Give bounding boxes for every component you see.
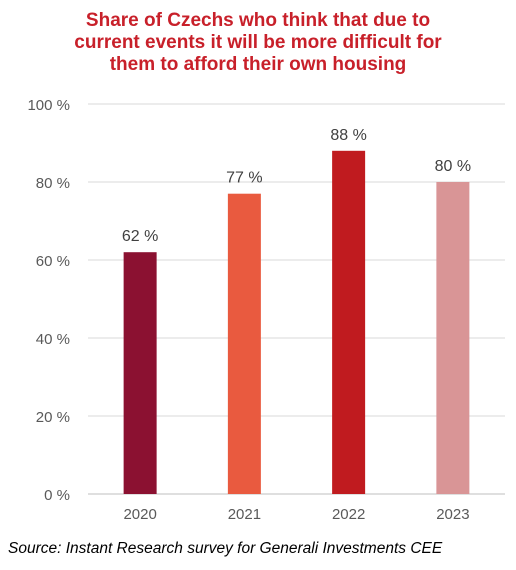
x-tick-label: 2020: [123, 506, 156, 523]
y-tick-label: 40 %: [36, 331, 70, 348]
data-label: 62 %: [122, 228, 158, 245]
x-tick-label: 2021: [228, 506, 261, 523]
data-label: 88 %: [330, 127, 366, 144]
y-tick-label: 0 %: [44, 487, 70, 504]
y-tick-label: 20 %: [36, 409, 70, 426]
bar: [436, 182, 470, 494]
y-tick-label: 80 %: [36, 175, 70, 192]
bar: [227, 193, 261, 494]
data-label: 80 %: [435, 158, 471, 175]
chart-title-line-1: Share of Czechs who think that due to: [85, 10, 431, 31]
source-note: Source: Instant Research survey for Gene…: [8, 540, 443, 557]
x-tick-label: 2023: [436, 506, 469, 523]
bar-chart: 0 % 20 % 40 % 60 % 80 % 100 % 62 % 2020 77 % 2021…: [27, 97, 505, 523]
y-tick-label: 60 %: [36, 253, 70, 270]
chart-title-line-3: them to afford their own housing: [109, 54, 407, 75]
bar: [332, 150, 366, 495]
y-tick-label: 100 %: [27, 97, 70, 114]
bar: [123, 252, 157, 494]
chart-title-line-2: current events it will be more difficult…: [74, 32, 442, 53]
x-tick-label: 2022: [332, 506, 365, 523]
chart-title: Share of Czechs who think that due to cu…: [0, 10, 516, 76]
data-label: 77 %: [226, 170, 262, 187]
